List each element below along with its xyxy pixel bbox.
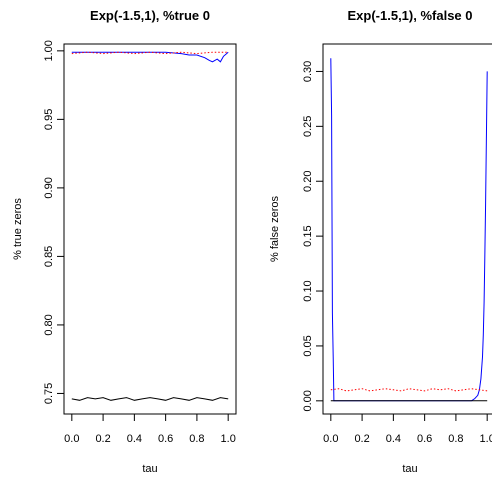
plot-frame [322, 43, 492, 415]
x-tick-label: 0.6 [158, 433, 173, 445]
y-tick-label: 0.15 [302, 225, 314, 246]
y-tick-label: 0.90 [43, 177, 55, 198]
series-line-1 [71, 51, 229, 63]
y-tick-label: 1.00 [43, 40, 55, 61]
x-tick-label: 0.6 [417, 433, 432, 445]
y-axis: 0.75 0.80 0.85 0.90 0.95 1.00 [43, 40, 64, 404]
series-line-2 [330, 388, 488, 392]
y-axis-label: % true zeros [12, 198, 24, 260]
chart-title: Exp(-1.5,1), %true 0 [90, 8, 210, 23]
plot-lines [71, 51, 229, 401]
y-tick-label: 0.05 [302, 335, 314, 356]
plot-frame [63, 43, 237, 415]
x-tick-label: 0.8 [189, 433, 204, 445]
x-tick-label: 0.4 [127, 433, 142, 445]
x-tick-label: 1.0 [480, 433, 492, 445]
series-line-2 [71, 51, 229, 55]
x-tick-label: 0.8 [448, 433, 463, 445]
y-axis: 0.00 0.05 0.10 0.15 0.20 0.25 0.30 [302, 61, 323, 412]
y-tick-label: 0.10 [302, 280, 314, 301]
panel-true-zeros: Exp(-1.5,1), %true 0 0.0 0.2 0.4 0.6 0.8 1.0 … [12, 8, 237, 475]
x-tick-label: 0.0 [64, 433, 79, 445]
y-tick-label: 0.80 [43, 314, 55, 335]
series-line-1 [330, 58, 488, 402]
x-tick-label: 1.0 [221, 433, 236, 445]
x-tick-label: 0.2 [354, 433, 369, 445]
panel-false-zeros: Exp(-1.5,1), %false 0 0.0 0.2 0.4 0.6 0.8 1.0… [269, 8, 492, 475]
y-tick-label: 0.20 [302, 171, 314, 192]
y-tick-label: 0.85 [43, 246, 55, 267]
y-axis-label: % false zeros [269, 195, 281, 262]
x-tick-label: 0.2 [95, 433, 110, 445]
x-tick-label: 0.4 [386, 433, 401, 445]
series-line-3 [71, 397, 229, 401]
plot-lines [330, 58, 488, 402]
y-tick-label: 0.75 [43, 383, 55, 404]
x-axis-label: tau [142, 463, 157, 475]
y-tick-label: 0.00 [302, 390, 314, 411]
y-tick-label: 0.30 [302, 61, 314, 82]
x-axis: 0.0 0.2 0.4 0.6 0.8 1.0 [64, 414, 236, 445]
x-axis-label: tau [402, 463, 417, 475]
y-tick-label: 0.25 [302, 116, 314, 137]
x-tick-label: 0.0 [323, 433, 338, 445]
chart-title: Exp(-1.5,1), %false 0 [348, 8, 473, 23]
x-axis: 0.0 0.2 0.4 0.6 0.8 1.0 [323, 414, 492, 445]
y-tick-label: 0.95 [43, 109, 55, 130]
